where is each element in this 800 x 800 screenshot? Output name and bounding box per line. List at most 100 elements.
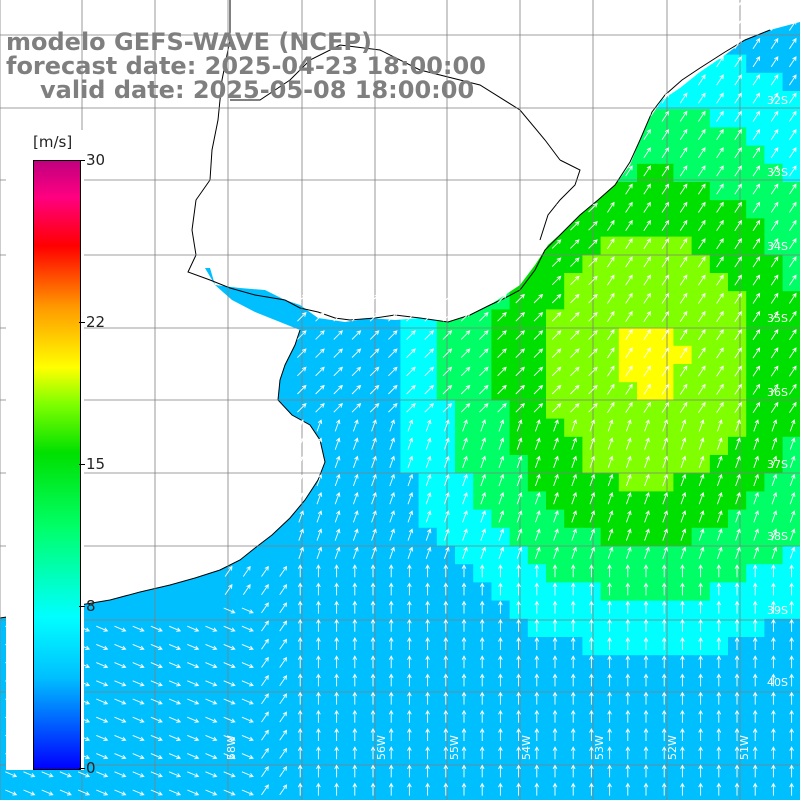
wind-arrow [297, 293, 307, 304]
wind-arrow [662, 546, 668, 559]
wind-arrow [462, 510, 468, 523]
wind-arrow [187, 625, 200, 632]
wind-arrow [223, 607, 236, 614]
wind-cell [746, 527, 765, 547]
wind-arrow [407, 764, 412, 778]
wind-arrow [334, 564, 339, 578]
wind-cell [309, 345, 329, 365]
wind-arrow [205, 662, 218, 669]
wind-cell [709, 127, 729, 147]
wind-cell [546, 291, 565, 310]
wind-cell [273, 546, 292, 565]
wind-arrow [734, 582, 740, 596]
wind-arrow [752, 618, 758, 632]
wind-cell [746, 473, 765, 492]
wind-cell [418, 327, 438, 347]
wind-arrow [716, 201, 724, 213]
wind-cell [200, 600, 219, 620]
wind-arrow [298, 455, 304, 468]
wind-arrow [205, 680, 218, 687]
wind-cell [600, 309, 620, 329]
wind-arrow [716, 673, 722, 687]
wind-arrow [389, 492, 395, 505]
wind-arrow [297, 691, 303, 705]
wind-arrow [771, 764, 776, 778]
wind-arrow [716, 492, 723, 505]
wind-arrow [753, 473, 759, 487]
wind-arrow [351, 293, 362, 304]
wind-arrow [424, 312, 434, 322]
wind-cell [582, 418, 602, 438]
wind-arrow [734, 383, 742, 395]
wind-arrow [716, 600, 722, 614]
wind-arrow [334, 782, 339, 796]
wind-cell [709, 345, 729, 365]
wind-arrow [168, 643, 182, 650]
wind-cell [728, 218, 747, 238]
wind-cell [400, 364, 420, 383]
wind-arrow [679, 183, 688, 195]
wind-arrow [716, 637, 722, 650]
wind-arrow [661, 329, 670, 341]
wind-arrow [589, 564, 594, 578]
wind-arrow [625, 110, 633, 122]
wind-cell [709, 400, 729, 420]
wind-arrow [241, 771, 254, 778]
wind-cell [728, 54, 747, 74]
wind-cell [345, 473, 365, 492]
wind-arrow [716, 709, 722, 723]
wind-cell [728, 309, 747, 329]
wind-arrow [770, 201, 779, 213]
wind-cell [473, 473, 492, 492]
wind-cell [764, 218, 784, 238]
wind-arrow [771, 437, 778, 450]
wind-arrow [716, 310, 724, 322]
wind-arrow [698, 546, 705, 559]
wind-arrow [553, 528, 559, 541]
wind-arrow [425, 546, 432, 559]
wind-cell [364, 364, 383, 383]
wind-arrow [644, 546, 650, 559]
wind-cell [709, 382, 729, 401]
wind-cell [436, 455, 456, 474]
wind-arrow [589, 419, 596, 432]
wind-arrow [625, 401, 633, 413]
wind-arrow [752, 564, 758, 578]
wind-arrow [425, 618, 430, 632]
wind-arrow [735, 437, 741, 450]
wind-cell [455, 345, 474, 365]
wind-arrow [607, 655, 612, 669]
wind-arrow [333, 348, 343, 358]
wind-cell [473, 546, 492, 565]
wind-arrow [461, 782, 467, 796]
wind-cell [655, 345, 674, 365]
wind-arrow [334, 492, 341, 505]
wind-arrow [389, 437, 395, 450]
colorbar-tick-mark [79, 605, 85, 607]
wind-arrow [625, 310, 633, 322]
wind-arrow [625, 473, 632, 487]
wind-arrow [607, 238, 615, 250]
wind-arrow [570, 637, 576, 650]
wind-cell [527, 418, 547, 438]
wind-arrow [607, 455, 614, 468]
wind-cell [600, 546, 620, 565]
wind-cell [527, 509, 547, 529]
wind-cell [491, 527, 511, 547]
title-model: modelo GEFS-WAVE (NCEP) [6, 28, 372, 56]
wind-arrow [571, 437, 577, 450]
wind-cell [382, 455, 401, 474]
wind-arrow [297, 366, 307, 377]
wind-arrow [497, 384, 507, 395]
wind-arrow [371, 492, 377, 505]
wind-arrow [771, 455, 778, 468]
wind-arrow [644, 492, 650, 505]
wind-arrow [369, 366, 380, 377]
wind-arrow [425, 600, 430, 614]
wind-cell [455, 546, 474, 565]
wind-cell [382, 473, 401, 492]
wind-arrow [298, 419, 304, 432]
wind-cell [709, 254, 729, 274]
wind-cell [691, 400, 711, 420]
wind-cell [655, 418, 674, 438]
